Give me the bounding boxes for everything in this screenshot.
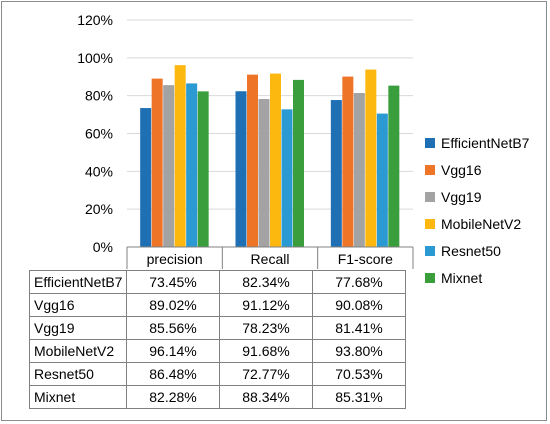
bar-mobilenetv2-precision bbox=[174, 65, 186, 248]
table-row-label: Vgg16 bbox=[29, 293, 127, 317]
bar-vgg16-f1-score bbox=[342, 76, 354, 247]
bar-mixnet-precision bbox=[197, 91, 209, 247]
table-row: MobileNetV2 96.14% 91.68% 93.80% bbox=[29, 339, 406, 363]
legend-swatch bbox=[425, 219, 435, 229]
bar-vgg19-recall bbox=[258, 99, 270, 247]
table-cell-value: 81.41% bbox=[312, 316, 406, 340]
table-cell-value: 78.23% bbox=[219, 316, 313, 340]
legend-label: Resnet50 bbox=[441, 243, 501, 259]
y-axis-ticks: 0% 20% 40% 60% 80% 100% 120% bbox=[77, 12, 113, 255]
y-tick-label: 40% bbox=[85, 163, 113, 179]
bar-mixnet-recall bbox=[293, 79, 304, 247]
bar-efficientnetb7-f1-score bbox=[330, 100, 342, 248]
x-tick-label: Recall bbox=[251, 251, 290, 267]
table-cell-value: 82.34% bbox=[219, 270, 313, 294]
table-row-label: EfficientNetB7 bbox=[29, 270, 127, 294]
table-row: EfficientNetB7 73.45% 82.34% 77.68% bbox=[29, 270, 406, 294]
table-cell-value: 91.68% bbox=[219, 339, 313, 363]
table-cell-value: 89.02% bbox=[126, 293, 220, 317]
table-cell-value: 88.34% bbox=[219, 385, 313, 409]
legend: EfficientNetB7 Vgg16 Vgg19 MobileNetV2 Resne… bbox=[425, 135, 530, 286]
legend-swatch bbox=[425, 273, 435, 283]
table-cell-value: 72.77% bbox=[219, 362, 313, 386]
table-row: Resnet50 86.48% 72.77% 70.53% bbox=[29, 362, 406, 386]
table-row-label: Mixnet bbox=[29, 385, 127, 409]
table-cell-value: 73.45% bbox=[126, 270, 220, 294]
table-cell-value: 90.08% bbox=[312, 293, 406, 317]
y-tick-label: 120% bbox=[77, 12, 113, 28]
legend-label: Vgg16 bbox=[441, 162, 482, 178]
y-tick-label: 0% bbox=[93, 239, 113, 255]
legend-label: Mixnet bbox=[441, 270, 482, 286]
legend-swatch bbox=[425, 246, 435, 256]
y-tick-label: 80% bbox=[85, 88, 113, 104]
table-cell-value: 93.80% bbox=[312, 339, 406, 363]
data-table: EfficientNetB7 73.45% 82.34% 77.68% Vgg16 89.… bbox=[29, 270, 406, 409]
bar-vgg16-recall bbox=[247, 74, 258, 247]
table-cell-value: 91.12% bbox=[219, 293, 313, 317]
x-tick-label: precision bbox=[147, 251, 203, 267]
bar-vgg19-precision bbox=[163, 85, 175, 247]
table-cell-value: 96.14% bbox=[126, 339, 220, 363]
bar-resnet50-f1-score bbox=[376, 113, 388, 247]
table-row: Vgg19 85.56% 78.23% 81.41% bbox=[29, 316, 406, 340]
bar-vgg19-f1-score bbox=[353, 92, 365, 247]
legend-swatch bbox=[425, 138, 435, 148]
table-row: Vgg16 89.02% 91.12% 90.08% bbox=[29, 293, 406, 317]
bars bbox=[140, 65, 400, 248]
bar-efficientnetb7-recall bbox=[235, 91, 247, 247]
table-row-label: MobileNetV2 bbox=[29, 339, 127, 363]
table-cell-value: 85.31% bbox=[312, 385, 406, 409]
bar-mixnet-f1-score bbox=[388, 85, 400, 247]
y-tick-label: 20% bbox=[85, 201, 113, 217]
table-cell-value: 86.48% bbox=[126, 362, 220, 386]
table-cell-value: 85.56% bbox=[126, 316, 220, 340]
table-cell-value: 70.53% bbox=[312, 362, 406, 386]
table-row-label: Vgg19 bbox=[29, 316, 127, 340]
legend-label: EfficientNetB7 bbox=[441, 135, 530, 151]
legend-label: MobileNetV2 bbox=[441, 216, 521, 232]
bar-vgg16-precision bbox=[151, 78, 163, 247]
y-tick-label: 100% bbox=[77, 50, 113, 66]
table-row-label: Resnet50 bbox=[29, 362, 127, 386]
bar-mobilenetv2-recall bbox=[270, 73, 281, 248]
table-cell-value: 82.28% bbox=[126, 385, 220, 409]
legend-swatch bbox=[425, 192, 435, 202]
legend-swatch bbox=[425, 165, 435, 175]
bar-resnet50-recall bbox=[281, 109, 293, 247]
table-row: Mixnet 82.28% 88.34% 85.31% bbox=[29, 385, 406, 409]
x-tick-label: F1-score bbox=[338, 251, 393, 267]
bar-resnet50-precision bbox=[186, 83, 198, 248]
legend-label: Vgg19 bbox=[441, 189, 482, 205]
table-cell-value: 77.68% bbox=[312, 270, 406, 294]
axes: precision Recall F1-score bbox=[126, 246, 414, 269]
y-tick-label: 60% bbox=[85, 126, 113, 142]
bar-efficientnetb7-precision bbox=[140, 108, 152, 247]
bar-mobilenetv2-f1-score bbox=[365, 69, 377, 247]
